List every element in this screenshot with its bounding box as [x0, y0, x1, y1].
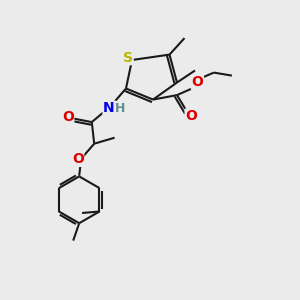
Text: O: O: [185, 109, 197, 123]
Text: S: S: [123, 51, 133, 64]
Text: O: O: [191, 75, 203, 89]
Text: O: O: [62, 110, 74, 124]
Text: N: N: [103, 101, 115, 115]
Text: H: H: [115, 101, 125, 115]
Text: O: O: [72, 152, 84, 166]
